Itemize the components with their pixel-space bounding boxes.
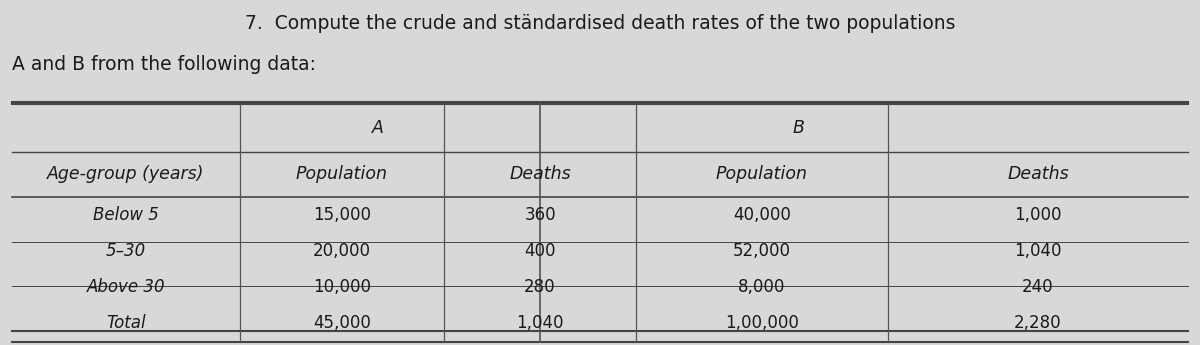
Text: 280: 280: [524, 278, 556, 296]
Text: 1,00,000: 1,00,000: [725, 314, 799, 333]
Text: Population: Population: [296, 165, 388, 183]
Text: Above 30: Above 30: [86, 278, 166, 296]
Text: 1,000: 1,000: [1014, 206, 1062, 224]
Text: Total: Total: [106, 314, 146, 333]
Text: Age-group (years): Age-group (years): [47, 165, 205, 183]
Text: 20,000: 20,000: [313, 242, 371, 260]
Text: B: B: [792, 119, 804, 137]
Text: 52,000: 52,000: [733, 242, 791, 260]
Text: 15,000: 15,000: [313, 206, 371, 224]
Text: 400: 400: [524, 242, 556, 260]
Text: Population: Population: [716, 165, 808, 183]
Text: Deaths: Deaths: [509, 165, 571, 183]
Text: 1,040: 1,040: [1014, 242, 1062, 260]
Text: 1,040: 1,040: [516, 314, 564, 333]
Text: 240: 240: [1022, 278, 1054, 296]
Text: A: A: [372, 119, 384, 137]
Text: 40,000: 40,000: [733, 206, 791, 224]
Text: 45,000: 45,000: [313, 314, 371, 333]
Text: Deaths: Deaths: [1007, 165, 1069, 183]
Text: 8,000: 8,000: [738, 278, 786, 296]
Text: Below 5: Below 5: [94, 206, 158, 224]
Text: 10,000: 10,000: [313, 278, 371, 296]
Text: 7.  Compute the crude and ständardised death rates of the two populations: 7. Compute the crude and ständardised de…: [245, 14, 955, 33]
Text: A and B from the following data:: A and B from the following data:: [12, 55, 316, 74]
Text: 5–30: 5–30: [106, 242, 146, 260]
Text: 2,280: 2,280: [1014, 314, 1062, 333]
Text: 360: 360: [524, 206, 556, 224]
